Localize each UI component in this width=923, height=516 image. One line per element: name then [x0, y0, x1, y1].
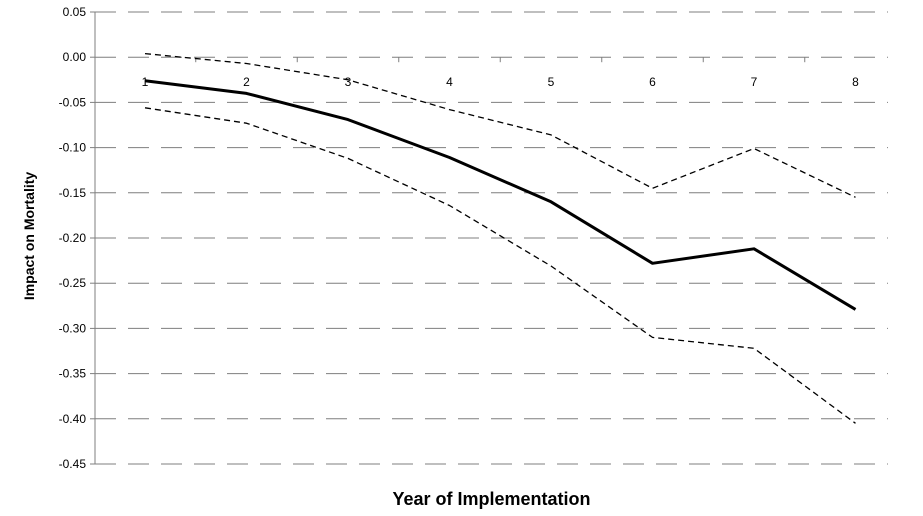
x-axis-title: Year of Implementation	[392, 489, 590, 509]
y-axis-ticks: 0.05 0.00 -0.05 -0.10 -0.15 -0.20 -0.25 -0.30 -0…	[59, 5, 95, 471]
x-tick-label: 2	[243, 75, 250, 89]
x-tick-label: 3	[345, 75, 352, 89]
y-tick-label: -0.35	[59, 367, 87, 381]
y-tick-label: 0.05	[63, 5, 87, 19]
y-tick-label: -0.10	[59, 141, 87, 155]
y-tick-label: -0.15	[59, 186, 87, 200]
x-tick-label: 5	[548, 75, 555, 89]
y-tick-label: -0.40	[59, 412, 87, 426]
upper-bound-line	[144, 52, 856, 198]
y-tick-label: -0.05	[59, 95, 87, 109]
x-tick-label: 4	[446, 75, 453, 89]
x-tick-label: 6	[649, 75, 656, 89]
series-lines	[144, 52, 857, 424]
y-tick-label: -0.30	[59, 321, 87, 335]
y-axis-title: Impact on Mortality	[21, 172, 37, 301]
estimate-line	[144, 79, 857, 311]
y-tick-label: -0.45	[59, 457, 87, 471]
lower-bound-line	[144, 107, 856, 424]
y-tick-label: -0.20	[59, 231, 87, 245]
y-tick-label: -0.25	[59, 276, 87, 290]
y-tick-label: 0.00	[63, 50, 87, 64]
x-tick-label: 8	[852, 75, 859, 89]
x-tick-label: 7	[751, 75, 758, 89]
gridlines	[95, 11, 888, 465]
